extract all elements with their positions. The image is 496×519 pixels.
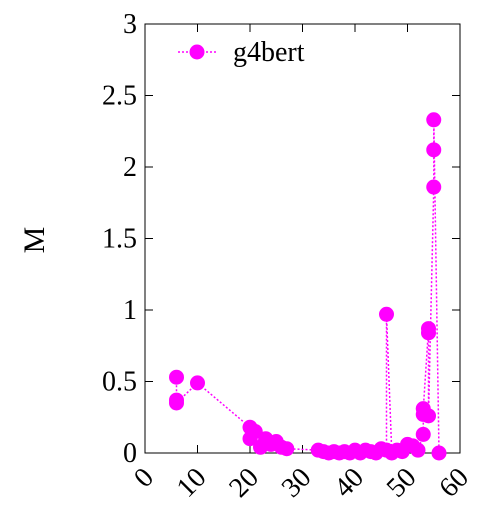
x-tick-label: 50 — [381, 462, 423, 504]
x-tick-label: 20 — [223, 462, 265, 504]
data-point — [279, 441, 295, 457]
y-tick-label: 2 — [123, 152, 137, 183]
y-tick-label: 0.5 — [102, 367, 137, 398]
data-point — [426, 142, 442, 158]
data-point — [379, 306, 394, 322]
series-line — [175, 119, 440, 455]
data-point — [190, 375, 205, 391]
y-tick-label: 3 — [123, 9, 137, 40]
x-tick-label: 60 — [433, 462, 475, 504]
y-tick-label: 2.5 — [102, 81, 137, 112]
data-point — [410, 442, 426, 458]
data-point — [431, 445, 447, 461]
legend-marker — [189, 44, 205, 60]
data-point — [169, 395, 184, 411]
x-tick-label: 40 — [328, 462, 370, 504]
data-point — [415, 426, 431, 442]
legend-label: g4bert — [233, 37, 305, 68]
y-axis-label: M — [18, 227, 51, 254]
data-point — [421, 408, 436, 424]
x-tick-label: 10 — [171, 462, 213, 504]
x-tick-label: 30 — [276, 462, 318, 504]
data-point — [426, 112, 442, 128]
y-tick-label: 1 — [123, 295, 137, 326]
x-tick-label: 0 — [128, 462, 160, 494]
data-point — [421, 325, 436, 341]
data-point — [169, 369, 184, 385]
plot-frame — [144, 23, 461, 454]
data-point — [247, 424, 263, 440]
y-tick-label: 0 — [123, 438, 137, 469]
y-tick-label: 1.5 — [102, 224, 137, 255]
data-point — [426, 179, 442, 195]
